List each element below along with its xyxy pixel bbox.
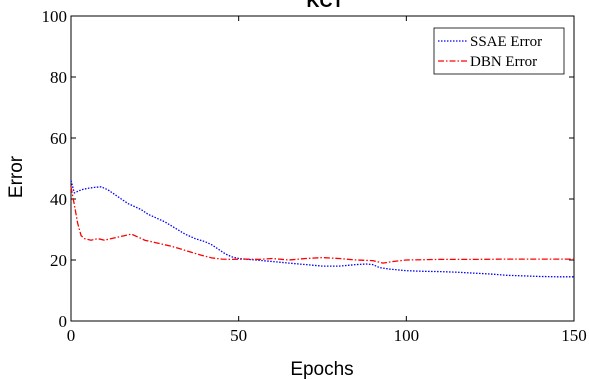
y-tick-label: 80: [50, 68, 67, 87]
x-axis-label: Epochs: [290, 359, 353, 380]
legend-entry: DBN Error: [470, 54, 537, 70]
y-axis-label: Error: [6, 155, 27, 198]
legend-entry: SSAE Error: [470, 34, 542, 50]
series-line-dbn-error: [70, 186, 574, 264]
y-tick-label: 60: [50, 129, 67, 148]
y-axis-ticks: 0 20 40 60 80 100: [42, 7, 574, 331]
plot-frame: [70, 15, 575, 322]
x-tick-label: 0: [67, 326, 76, 345]
y-tick-label: 100: [42, 7, 68, 26]
chart-title: KCT: [307, 0, 344, 11]
plot-area-border: [70, 15, 575, 322]
y-tick-label: 40: [50, 190, 67, 209]
x-axis-ticks: 0 50 100 150: [67, 16, 587, 345]
series-layer: [70, 180, 574, 278]
legend-box: [433, 27, 565, 75]
x-tick-label: 50: [230, 326, 247, 345]
x-tick-label: 100: [394, 326, 420, 345]
x-tick-label: 150: [561, 326, 587, 345]
legend: SSAE Error DBN Error: [433, 27, 565, 75]
y-tick-label: 0: [59, 312, 68, 331]
y-tick-label: 20: [50, 251, 67, 270]
series-line-ssae-error: [70, 180, 574, 278]
